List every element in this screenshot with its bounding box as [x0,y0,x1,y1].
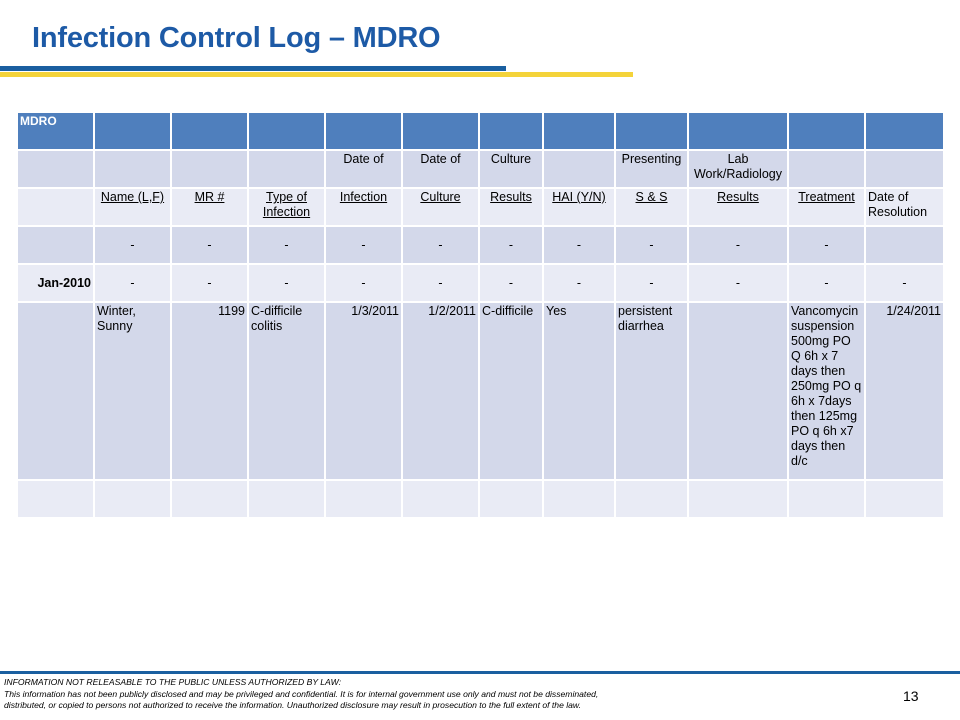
cell-treatment: Vancomycin suspension 500mg PO Q 6h x 7 … [787,301,866,481]
table-cell: - [614,263,689,303]
month-label: Jan-2010 [16,263,95,303]
header-cell-mdro: MDRO [16,111,95,151]
table-cell: - [614,225,689,265]
subheader-cell: Date of [324,149,403,189]
notice-line-3: distributed, or copied to persons not au… [4,700,582,710]
table-cell: - [687,263,789,303]
column-header-hai: HAI (Y/N) [542,187,616,227]
cell-resolution: 1/24/2011 [864,301,945,481]
table-cell: - [542,263,616,303]
table-cell: - [247,225,326,265]
column-header-date-infection: Infection [324,187,403,227]
cell-lab-results [687,301,789,481]
cell-date-culture: 1/2/2011 [401,301,480,481]
subheader-cell: Presenting [614,149,689,189]
table-row-empty [16,479,945,519]
column-header-date-culture: Culture [401,187,480,227]
column-header-treatment: Treatment [787,187,866,227]
subheader-cell [864,149,945,189]
subheader-cell [787,149,866,189]
footer-rule [0,671,960,674]
table-cell: - [864,263,945,303]
cell-hai: Yes [542,301,616,481]
confidentiality-notice: INFORMATION NOT RELEASABLE TO THE PUBLIC… [4,677,844,712]
page-number: 13 [903,688,919,704]
cell-mr: 1199 [170,301,249,481]
subheader-cell [542,149,616,189]
title-underline-blue [0,66,506,71]
subheader-cell: Lab Work/Radiology [687,149,789,189]
column-header-type: Type of Infection [247,187,326,227]
subheader-cell [16,149,95,189]
subheader-row: Date of Date of Culture Presenting Lab W… [16,149,945,189]
subheader-cell: Date of [401,149,480,189]
subheader-cell: Culture [478,149,544,189]
cell-name: Winter, Sunny [93,301,172,481]
column-header-mr: MR # [170,187,249,227]
table-cell: - [170,263,249,303]
column-header-symptoms: S & S [614,187,689,227]
title-underline-yellow [0,72,633,77]
table-cell: - [478,225,544,265]
table-cell: - [542,225,616,265]
cell-symptoms: persistent diarrhea [614,301,689,481]
notice-line-1: INFORMATION NOT RELEASABLE TO THE PUBLIC… [4,677,342,687]
table-cell: - [787,263,866,303]
column-header-name: Name (L,F) [93,187,172,227]
column-header-lab-results: Results [687,187,789,227]
table-cell: - [687,225,789,265]
table-cell: - [93,225,172,265]
column-header-resolution: Date of Resolution [864,187,945,227]
subheader-cell [93,149,172,189]
subheader-cell [170,149,249,189]
cell-type: C-difficile colitis [247,301,326,481]
table-cell: - [324,263,403,303]
subheader-cell [247,149,326,189]
table-cell: - [401,225,480,265]
table-cell: - [478,263,544,303]
table-row: Jan-2010 - - - - - - - - - - - [16,263,945,303]
column-header-row: Name (L,F) MR # Type of Infection Infect… [16,187,945,227]
table-cell: - [93,263,172,303]
table-row: - - - - - - - - - - [16,225,945,265]
cell-date-infection: 1/3/2011 [324,301,403,481]
table-cell: - [787,225,866,265]
table-row-entry: Winter, Sunny 1199 C-difficile colitis 1… [16,301,945,481]
column-header-culture-results: Results [478,187,544,227]
table-cell: - [324,225,403,265]
table-cell: - [247,263,326,303]
mdro-log-table: MDRO Date of Date of Culture Presenting … [16,111,945,519]
table-cell [16,225,95,265]
table-cell: - [401,263,480,303]
table-cell: - [170,225,249,265]
slide-title: Infection Control Log – MDRO [32,22,441,54]
notice-line-2: This information has not been publicly d… [4,688,599,699]
table-header-row: MDRO [16,111,945,151]
cell-culture-result: C-difficile [478,301,544,481]
column-header [16,187,95,227]
table-cell [864,225,945,265]
